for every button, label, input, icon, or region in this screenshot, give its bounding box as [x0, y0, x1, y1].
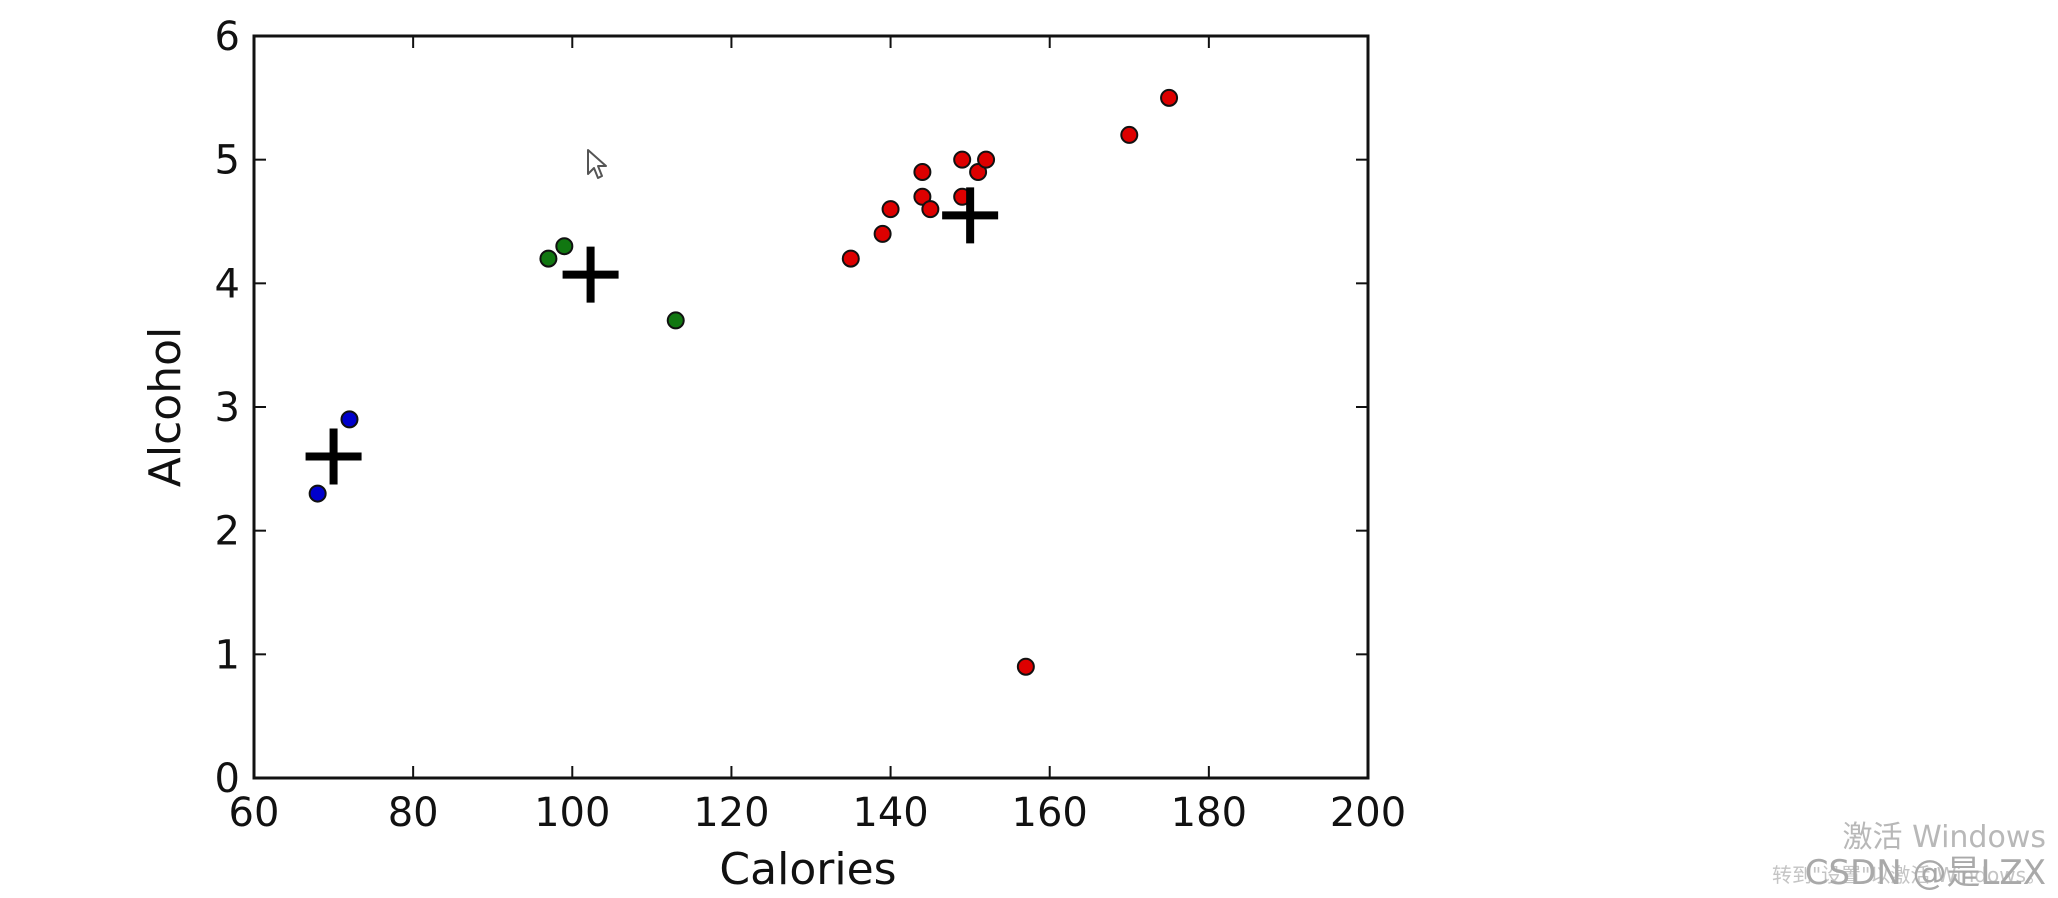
x-tick-label: 200 [1330, 790, 1406, 836]
scatter-point-cluster-3 [841, 249, 860, 268]
windows-activation-watermark: 激活 Windows [1842, 820, 2046, 855]
scatter-point-cluster-1 [308, 484, 327, 503]
scatter-point-cluster-3 [921, 200, 940, 219]
scatter-point-cluster-2 [539, 249, 558, 268]
windows-settings-watermark: 转到"设置"以激活 Windows。 [1771, 863, 2046, 887]
plot-frame [252, 34, 1370, 780]
y-axis-label: Alcohol [140, 327, 191, 487]
scatter-point-cluster-3 [913, 163, 932, 182]
scatter-point-cluster-3 [881, 200, 900, 219]
y-tick-label: 1 [215, 632, 240, 678]
y-tick-label: 3 [215, 385, 240, 431]
scatter-point-cluster-3 [873, 224, 892, 243]
y-tick-labels: 0 1 2 3 4 5 6 [215, 14, 240, 802]
x-tick-labels: 60 80 100 120 140 160 180 200 [229, 790, 1407, 836]
x-tick-label: 80 [388, 790, 439, 836]
x-tick-label: 180 [1171, 790, 1247, 836]
mouse-pointer-icon [587, 149, 607, 179]
data-points [308, 88, 1179, 676]
x-axis-label: Calories [719, 844, 896, 895]
x-tick-label: 100 [534, 790, 610, 836]
scatter-point-cluster-3 [1120, 125, 1139, 144]
scatter-point-cluster-2 [555, 237, 574, 256]
y-tick-label: 0 [215, 756, 240, 802]
scatter-point-cluster-2 [666, 311, 685, 330]
scatter-point-cluster-3 [977, 150, 996, 169]
plot-area-background [254, 36, 1368, 778]
scatter-point-cluster-3 [969, 163, 988, 182]
y-tick-label: 5 [215, 138, 240, 184]
csdn-watermark: CSDN @是LZX [1804, 853, 2046, 893]
scatter-point-cluster-3 [1016, 657, 1035, 676]
x-tick-label: 160 [1012, 790, 1088, 836]
y-tick-label: 2 [215, 509, 240, 555]
x-tick-label: 120 [693, 790, 769, 836]
scatter-point-cluster-1 [340, 410, 359, 429]
scatter-point-cluster-3 [1160, 88, 1179, 107]
centroid-plus-marker [942, 187, 999, 244]
y-tick-label: 6 [215, 14, 240, 60]
centroid-markers [305, 187, 999, 485]
centroid-plus-marker [305, 428, 362, 485]
x-tick-label: 60 [229, 790, 280, 836]
centroid-plus-marker [562, 246, 619, 303]
scatter-point-cluster-3 [953, 150, 972, 169]
scatter-point-cluster-3 [913, 187, 932, 206]
x-tick-label: 140 [852, 790, 928, 836]
y-tick-label: 4 [215, 261, 240, 307]
